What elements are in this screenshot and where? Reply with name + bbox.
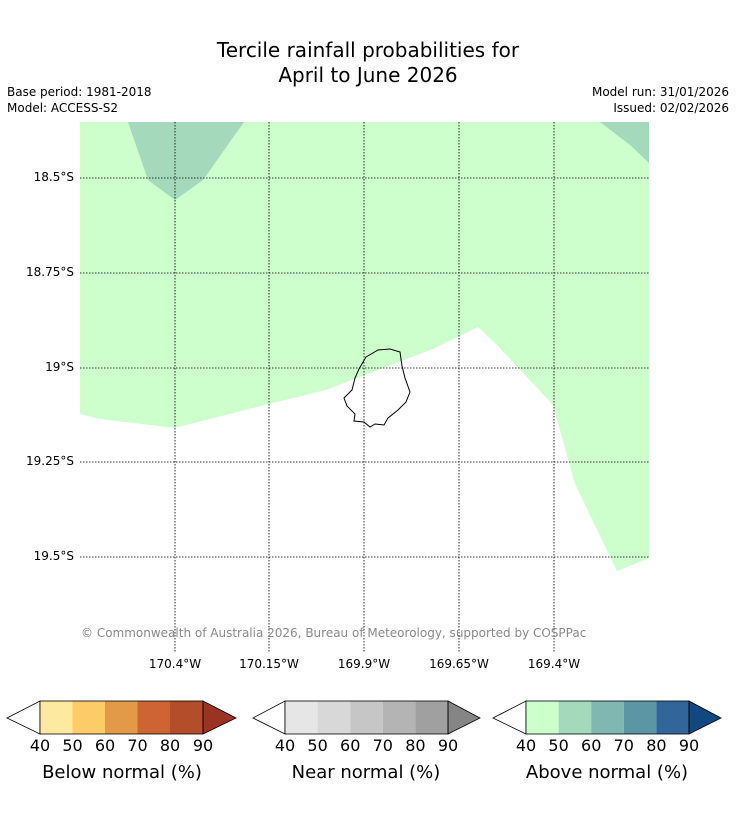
lat-label-19-25: 19.25°S (26, 454, 74, 468)
cbar-near-tick: 90 (437, 736, 459, 755)
lon-gridlines (174, 122, 555, 652)
lat-label-18-5: 18.5°S (33, 170, 74, 184)
title-line-2: April to June 2026 (278, 63, 458, 87)
cbar-near-caption: Near normal (%) (291, 762, 441, 783)
cbar-below-extend-high (202, 700, 237, 735)
lat-label-18-75: 18.75°S (26, 265, 74, 279)
cbar-below-caption: Below normal (%) (42, 762, 202, 783)
colorbar-below-normal (6, 700, 237, 735)
issued-date: Issued: 02/02/2026 (613, 101, 729, 115)
model-run: Model run: 31/01/2026 (591, 85, 729, 99)
lon-label-169-65: 169.65°W (429, 657, 489, 671)
copyright-notice: © Commonwealth of Australia 2026, Bureau… (81, 626, 587, 640)
cbar-above-70-80 (623, 701, 657, 734)
cbar-near-tick: 80 (405, 736, 426, 755)
meta-right: Model run: 31/01/2026 Issued: 02/02/2026 (592, 84, 729, 116)
cbar-above-extend-low (492, 700, 527, 735)
cbar-below-50-60 (72, 701, 105, 734)
cbar-above-40-50 (526, 701, 559, 734)
cbar-above-80-90 (656, 701, 689, 734)
cbar-below-tick: 70 (127, 736, 148, 755)
cbar-below-tick: 80 (159, 736, 181, 755)
title-line-1: Tercile rainfall probabilities for (216, 38, 520, 62)
cbar-below-60-70 (105, 701, 138, 734)
map-canvas (80, 122, 649, 652)
cbar-below-extend-low (6, 700, 41, 735)
cbar-near-extend-low (252, 700, 286, 735)
colorbar-below-swatches (6, 700, 237, 735)
lon-label-169-9: 169.9°W (337, 657, 391, 671)
cbar-near-frame (284, 700, 449, 735)
region-above-40-50 (80, 122, 649, 571)
cbar-near-60-70 (350, 701, 383, 734)
meta-left: Base period: 1981-2018 Model: ACCESS-S2 (7, 84, 152, 116)
lon-label-170-15: 170.15°W (239, 657, 299, 671)
island-outline (343, 348, 411, 428)
cbar-below-tick: 50 (62, 736, 83, 755)
cbar-above-tick: 50 (548, 736, 569, 755)
cbar-near-extend-high (447, 700, 481, 735)
cbar-above-extend-high (688, 700, 722, 735)
cbar-above-caption: Above normal (%) (525, 762, 689, 783)
cbar-below-frame (39, 700, 204, 735)
cbar-below-tick: 60 (94, 736, 116, 755)
cbar-near-tick: 60 (340, 736, 361, 755)
cbar-above-tick: 80 (646, 736, 667, 755)
base-period: Base period: 1981-2018 (7, 85, 152, 99)
cbar-above-frame (525, 700, 690, 735)
cbar-near-tick: 40 (274, 736, 296, 755)
region-above-50-60-nw (128, 122, 244, 200)
cbar-below-tick: 90 (192, 736, 214, 755)
region-above-50-60-ne (600, 122, 649, 163)
cbar-near-tick: 70 (372, 736, 393, 755)
cbar-near-70-80 (382, 701, 416, 734)
cbar-above-60-70 (591, 701, 624, 734)
cbar-below-80-90 (170, 701, 203, 734)
lon-label-170-4: 170.4°W (148, 657, 202, 671)
chart-title: Tercile rainfall probabilities for April… (0, 38, 736, 88)
lat-label-19-5: 19.5°S (33, 549, 74, 563)
cbar-above-tick: 70 (613, 736, 634, 755)
cbar-below-70-80 (137, 701, 170, 734)
model-name: Model: ACCESS-S2 (7, 101, 119, 115)
cbar-near-80-90 (415, 701, 448, 734)
colorbar-near-normal (252, 700, 481, 735)
cbar-above-tick: 90 (678, 736, 700, 755)
cbar-near-40-50 (285, 701, 318, 734)
cbar-below-40-50 (40, 701, 73, 734)
cbar-near-50-60 (317, 701, 351, 734)
cbar-below-tick: 40 (29, 736, 51, 755)
lon-label-169-4: 169.4°W (527, 657, 581, 671)
cbar-above-tick: 60 (581, 736, 602, 755)
cbar-near-tick: 50 (307, 736, 328, 755)
cbar-above-tick: 40 (515, 736, 537, 755)
lat-label-19: 19°S (45, 360, 74, 374)
colorbar-above-normal (492, 700, 722, 735)
cbar-above-50-60 (558, 701, 592, 734)
